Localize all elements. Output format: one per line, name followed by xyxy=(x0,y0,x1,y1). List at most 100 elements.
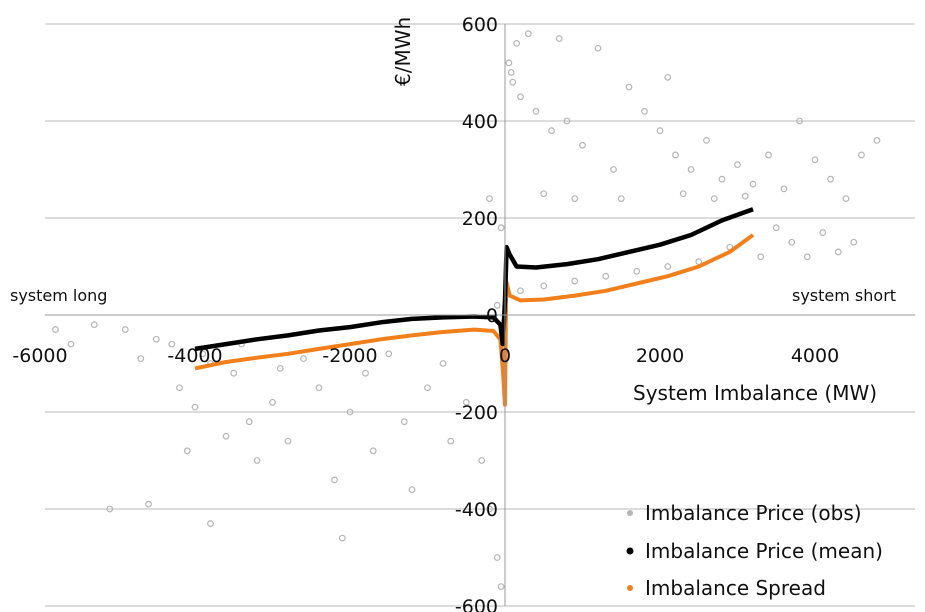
x-tick-label: 4000 xyxy=(791,345,839,367)
obs-point xyxy=(447,437,455,445)
legend-marker-spread xyxy=(627,585,633,591)
legend-label-spread: Imbalance Spread xyxy=(645,576,826,600)
obs-point xyxy=(207,520,214,527)
legend-item-obs: Imbalance Price (obs) xyxy=(627,501,862,525)
obs-point xyxy=(176,384,183,392)
obs-point xyxy=(230,369,238,377)
obs-point xyxy=(532,107,540,115)
obs-point xyxy=(513,40,521,47)
axes xyxy=(45,24,915,606)
obs-point xyxy=(408,486,416,494)
obs-point xyxy=(276,364,284,372)
legend: Imbalance Price (obs) Imbalance Price (m… xyxy=(626,501,883,600)
y-tick-label: 200 xyxy=(462,208,498,230)
x-axis-title: System Imbalance (MW) xyxy=(633,381,877,405)
obs-point xyxy=(346,408,354,416)
obs-point xyxy=(486,505,493,513)
obs-point xyxy=(191,403,199,411)
obs-point xyxy=(703,136,710,144)
obs-point xyxy=(300,355,307,363)
obs-point xyxy=(168,340,176,348)
obs-point xyxy=(834,248,842,256)
obs-point xyxy=(222,432,230,440)
obs-point xyxy=(788,238,796,246)
spread-line xyxy=(194,233,755,407)
obs-point xyxy=(555,35,563,42)
obs-point xyxy=(734,161,741,169)
legend-label-mean: Imbalance Price (mean) xyxy=(645,539,883,563)
obs-point xyxy=(780,185,788,193)
obs-point xyxy=(478,457,486,464)
obs-point xyxy=(507,69,515,76)
x-tick-label: -6000 xyxy=(12,345,67,367)
obs-point xyxy=(757,253,765,261)
obs-point xyxy=(385,350,393,358)
obs-point xyxy=(52,326,59,333)
obs-point xyxy=(796,117,803,125)
y-tick-label: 400 xyxy=(462,111,498,133)
obs-point xyxy=(548,127,555,135)
obs-point xyxy=(625,83,633,91)
obs-point xyxy=(439,360,447,367)
x-tick-label: -2000 xyxy=(322,345,377,367)
obs-point xyxy=(245,418,253,426)
obs-point xyxy=(641,107,648,115)
obs-point xyxy=(509,78,517,86)
tick-labels: -6000 -4000 -2000 0 2000 4000-600-400-2000200… xyxy=(12,14,839,612)
obs-point xyxy=(524,30,532,38)
annotation-system-short: system short xyxy=(792,286,896,305)
obs-point xyxy=(121,326,129,333)
obs-point xyxy=(858,151,865,159)
obs-point xyxy=(183,447,191,455)
obs-point xyxy=(362,369,369,377)
obs-point xyxy=(602,272,610,280)
obs-point xyxy=(710,195,718,203)
obs-point xyxy=(803,253,811,261)
obs-point xyxy=(687,166,695,173)
obs-point xyxy=(819,229,827,236)
obs-point xyxy=(563,117,571,125)
obs-point xyxy=(497,583,505,590)
obs-point xyxy=(571,195,579,203)
obs-point xyxy=(610,166,617,173)
obs-point xyxy=(269,398,276,406)
obs-point xyxy=(137,355,145,363)
line-series xyxy=(194,207,755,407)
y-tick-label: 0 xyxy=(486,305,498,327)
obs-point xyxy=(152,335,160,343)
obs-point xyxy=(672,151,679,159)
obs-point xyxy=(369,447,377,455)
legend-label-obs: Imbalance Price (obs) xyxy=(645,501,862,525)
obs-point xyxy=(873,136,881,144)
obs-point xyxy=(741,192,749,200)
x-tick-label: -4000 xyxy=(167,345,222,367)
obs-point xyxy=(517,93,524,101)
obs-point xyxy=(765,151,772,159)
x-tick-label: 0 xyxy=(499,345,511,367)
obs-point xyxy=(664,263,672,270)
obs-point xyxy=(106,505,114,513)
obs-point xyxy=(656,127,664,135)
obs-point xyxy=(540,190,548,198)
obs-point xyxy=(315,384,323,392)
obs-point xyxy=(400,418,408,426)
obs-point xyxy=(811,156,819,164)
y-tick-label: 600 xyxy=(462,14,498,36)
obs-point xyxy=(517,287,524,295)
y-tick-label: -200 xyxy=(455,402,498,424)
obs-point xyxy=(571,277,579,285)
legend-marker-mean xyxy=(626,547,634,555)
obs-point xyxy=(772,224,780,232)
legend-item-mean: Imbalance Price (mean) xyxy=(626,539,883,563)
obs-point xyxy=(579,141,586,149)
obs-point xyxy=(842,195,850,203)
obs-point xyxy=(145,500,152,508)
obs-point xyxy=(827,175,834,183)
y-axis-title: €/MWh xyxy=(391,17,415,86)
obs-point xyxy=(749,180,757,188)
scatter-obs-series xyxy=(52,30,881,590)
obs-point xyxy=(505,59,513,67)
obs-point xyxy=(664,73,672,81)
obs-point xyxy=(338,534,346,542)
obs-point xyxy=(90,321,98,329)
